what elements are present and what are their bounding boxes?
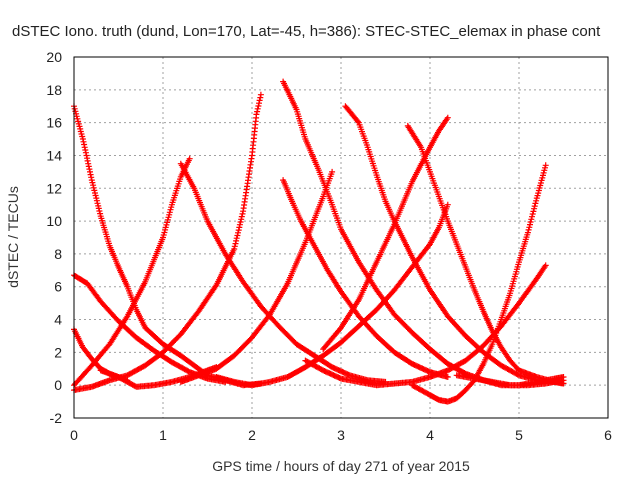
y-tick-label: 10 [46,213,62,229]
y-tick-label: 14 [46,147,62,163]
series-markers [213,201,451,389]
series-16 [409,162,549,405]
y-tick-label: 2 [54,344,62,360]
series-6 [177,160,389,385]
x-axis-label: GPS time / hours of day 271 of year 2015 [212,458,470,474]
y-tick-label: -2 [50,410,63,426]
x-tick-label: 1 [159,427,167,443]
series-8 [177,168,336,385]
series-4 [71,91,264,394]
plot-frame [73,56,609,419]
series-17 [453,372,567,389]
series-markers [320,114,451,353]
y-tick-label: 12 [46,180,62,196]
y-tick-label: 20 [46,49,62,65]
series-9 [213,201,451,389]
series-markers [453,372,567,389]
y-tick-label: 16 [46,115,62,131]
series-markers [280,78,567,389]
series-15 [404,122,567,387]
y-tick-label: 4 [54,312,62,328]
series-11 [280,177,451,380]
x-tick-label: 4 [426,427,434,443]
x-tick-label: 6 [604,427,612,443]
y-axis-label: dSTEC / TECUs [5,186,21,288]
x-tick-label: 3 [337,427,345,443]
series-markers [177,168,336,385]
series-markers [280,177,451,380]
x-tick-label: 5 [515,427,523,443]
series-markers [404,122,567,387]
y-tick-label: 8 [54,246,62,262]
y-tick-label: 18 [46,82,62,98]
series-13 [342,103,567,387]
series-markers [342,103,567,387]
x-tick-label: 2 [248,427,256,443]
series-14 [320,114,451,353]
y-tick-label: 0 [54,377,62,393]
data-series [71,78,567,405]
series-3 [71,272,229,385]
x-tick-label: 0 [70,427,78,443]
y-tick-label: 6 [54,279,62,295]
series-markers [177,160,389,385]
series-markers [71,91,264,394]
series-10 [280,78,567,389]
chart-title: dSTEC Iono. truth (dund, Lon=170, Lat=-4… [12,23,601,40]
series-markers [71,272,229,385]
series-markers [409,162,549,405]
